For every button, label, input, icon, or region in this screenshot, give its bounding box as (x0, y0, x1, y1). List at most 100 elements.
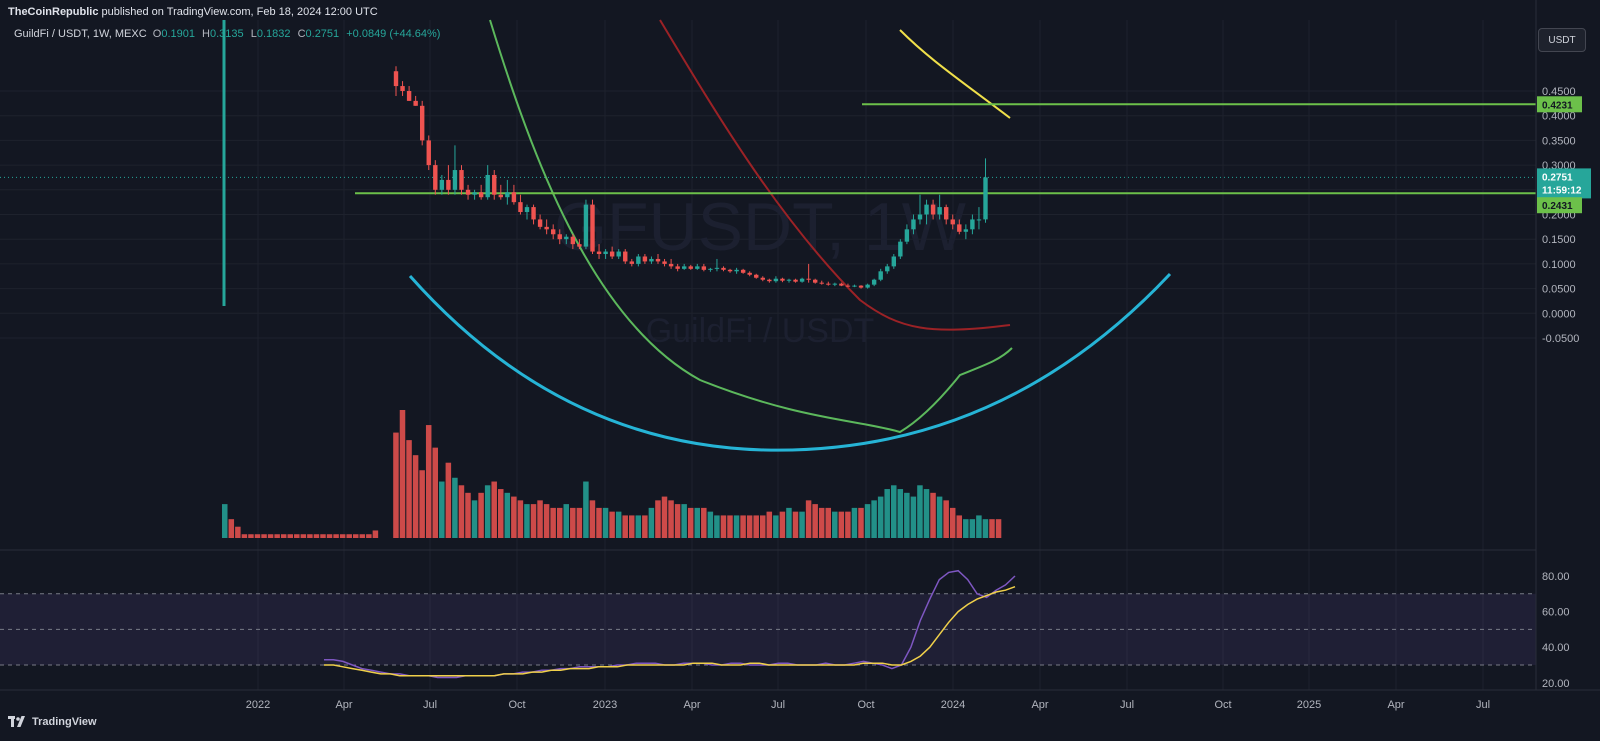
close-key: C (297, 28, 306, 40)
time-tick-label: Oct (1214, 699, 1231, 711)
candle-body (406, 91, 412, 101)
rsi-tick-label: 60.00 (1542, 607, 1570, 619)
candle-body (773, 278, 779, 282)
candle-body (609, 251, 615, 257)
candle-body (701, 266, 707, 270)
candle-body (642, 256, 648, 262)
volume-bar (393, 432, 399, 538)
volume-bar (707, 511, 714, 538)
price-tick-label: 0.0500 (1542, 284, 1576, 296)
volume-bar (498, 489, 504, 538)
rsi-tick-label: 80.00 (1542, 571, 1570, 583)
candle-body (832, 283, 838, 285)
time-tick-label: Jul (1476, 699, 1490, 711)
candle-body (420, 105, 425, 141)
time-axis: 2022 Apr Jul Oct 2023 Apr Jul Oct 2024 Apr Jul Oct 2… (246, 699, 1490, 711)
candle-body (446, 179, 451, 190)
volume-bar (792, 511, 799, 538)
candle-body (400, 86, 405, 91)
open-value: 0.1901 (161, 28, 195, 40)
volume-bar (261, 534, 267, 538)
volume-bar (550, 507, 556, 538)
candle-body (852, 285, 857, 287)
volume-bar (910, 496, 917, 538)
candle-body (688, 266, 693, 269)
symbol-label[interactable]: GuildFi / USDT, 1W, MEXC (14, 28, 147, 40)
candle-body (603, 251, 608, 255)
candle-body (813, 279, 818, 283)
volume-bar (851, 507, 858, 538)
candle-body (976, 219, 982, 221)
candle-body (970, 219, 975, 230)
tradingview-logo[interactable]: TradingView (8, 716, 97, 728)
candle-body (511, 192, 517, 203)
candle-body (865, 284, 870, 288)
tradingview-logo-text: TradingView (32, 716, 97, 728)
candle-body (957, 224, 962, 232)
volume-bar (753, 515, 759, 538)
volume-bar (818, 507, 825, 538)
volume-bar (877, 496, 884, 538)
volume-bar (517, 500, 524, 538)
time-tick-label: Apr (683, 699, 700, 711)
volume-bar (504, 492, 511, 538)
time-tick-label: 2025 (1297, 699, 1321, 711)
volume-bar (956, 515, 962, 538)
candle-body (950, 219, 955, 225)
volume-bar (812, 504, 818, 538)
volume-bar (471, 500, 478, 538)
horizontal-levels (355, 103, 1536, 195)
candle-body (740, 269, 746, 273)
currency-unit-button[interactable]: USDT (1538, 28, 1586, 52)
volume-bar (267, 534, 274, 538)
volume-bar (884, 489, 890, 538)
volume-bar (412, 455, 419, 538)
candle-body (793, 279, 798, 282)
candle-body (682, 266, 687, 269)
candle-body (472, 192, 477, 195)
volume-bar (366, 534, 372, 538)
candle-body (708, 268, 713, 270)
candle-body (878, 271, 883, 280)
volume-bar (228, 519, 235, 538)
volume-bar (589, 500, 596, 538)
candle-body (505, 192, 510, 198)
volume-bar (799, 511, 805, 538)
symbol-legend: GuildFi / USDT, 1W, MEXC O0.1901 H0.3135… (14, 28, 444, 40)
volume-bar (478, 492, 484, 538)
volume-bar (511, 496, 517, 538)
grid (0, 20, 1536, 690)
volume-bar (838, 511, 845, 538)
volume-bar (995, 519, 1002, 538)
volume-bar (622, 515, 628, 538)
rsi-pane (0, 569, 1536, 679)
volume-bar (320, 534, 326, 538)
candle-body (668, 263, 674, 267)
low-key: L (250, 28, 257, 40)
volume-bar (648, 507, 655, 538)
rsi-axis: 80.00 60.00 40.00 20.00 (1542, 571, 1570, 690)
volume-bar (897, 489, 904, 538)
ema-slow-line (659, 19, 1011, 331)
volume-bar (746, 515, 753, 538)
candle-body (747, 272, 752, 275)
candle-body (799, 278, 805, 282)
volume-bar (668, 500, 674, 538)
volume-bar (570, 507, 576, 538)
time-tick-label: 2023 (593, 699, 617, 711)
close-value: 0.2751 (305, 28, 340, 40)
volume-bar (432, 447, 438, 538)
candle-body (944, 207, 949, 220)
candle-body (930, 204, 936, 215)
candle-body (734, 269, 739, 272)
volume-bar (452, 477, 458, 538)
candle-body (891, 256, 896, 267)
volume-bar (339, 534, 346, 538)
volume-bar (280, 534, 287, 538)
volume-bar (655, 500, 661, 538)
candle-body (721, 267, 726, 270)
price-tick-label: 0.0000 (1542, 308, 1576, 320)
volume-bar (701, 507, 707, 538)
